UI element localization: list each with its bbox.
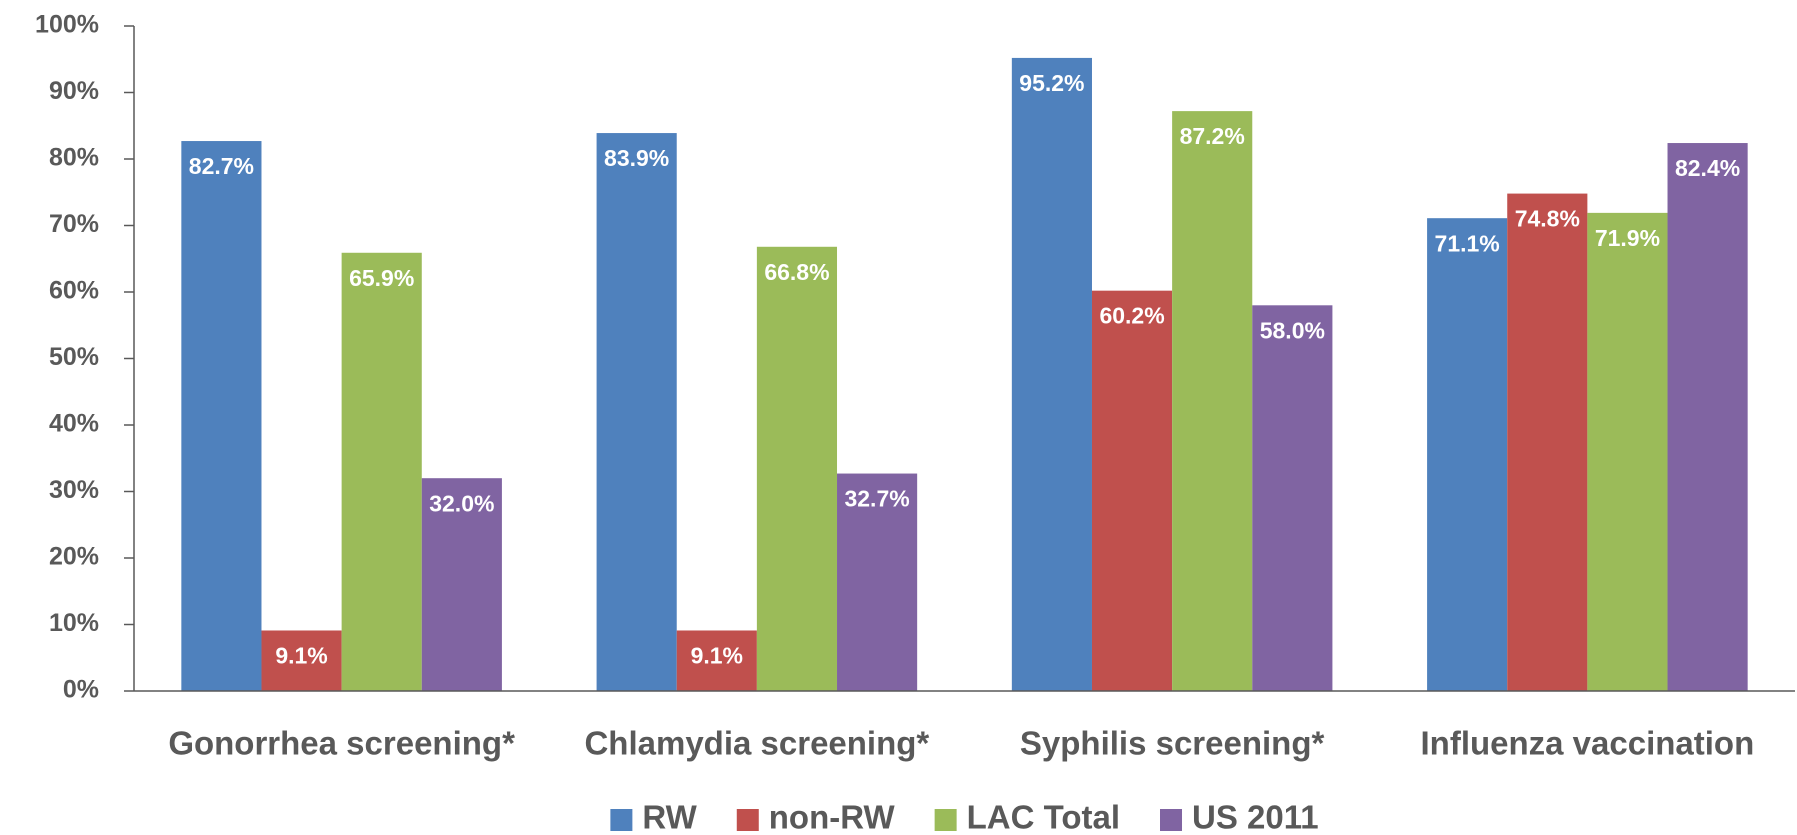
legend-label: LAC Total [967,799,1120,835]
legend-swatch [934,809,957,831]
bar [1252,305,1333,691]
y-tick-label: 40% [49,410,99,438]
x-tick-label: Syphilis screening* [1020,725,1325,762]
value-label: 95.2% [1019,70,1084,96]
bar [1427,218,1508,691]
value-label: 82.7% [189,153,254,179]
y-tick-label: 60% [49,277,99,305]
bar [756,246,838,691]
value-label: 9.1% [691,643,743,669]
bar [261,630,342,691]
y-tick-label: 0% [63,676,99,704]
y-tick-label: 20% [49,543,99,571]
x-tick-label: Influenza vaccination [1421,725,1755,762]
legend-swatch [610,809,633,831]
x-tick-label: Chlamydia screening* [584,725,929,762]
value-label: 9.1% [275,643,327,669]
y-tick-label: 90% [49,77,99,105]
legend-label: RW [642,799,697,835]
value-label: 32.0% [429,490,494,516]
value-label: 71.1% [1435,230,1500,256]
legend-swatch [1160,809,1183,831]
value-label: 82.4% [1675,155,1740,181]
bar [596,133,677,691]
value-label: 71.9% [1595,225,1660,251]
value-label: 66.8% [764,259,829,285]
y-tick-label: 100% [35,11,99,39]
bar [1011,57,1092,692]
y-tick-label: 70% [49,210,99,238]
value-label: 60.2% [1099,303,1164,329]
value-label: 58.0% [1260,317,1325,343]
y-tick-label: 10% [49,609,99,637]
legend-label: non-RW [769,799,896,835]
legend-label: US 2011 [1192,799,1319,835]
bar [1507,193,1588,691]
bar [421,478,502,691]
value-label: 65.9% [349,265,414,291]
bar [1587,212,1668,692]
bar [341,252,422,691]
legend-swatch [736,809,759,831]
bar [676,630,757,691]
x-tick-label: Gonorrhea screening* [168,725,515,762]
bar [837,473,918,691]
bar [1172,111,1253,692]
value-label: 87.2% [1180,123,1245,149]
value-label: 83.9% [604,145,669,171]
y-tick-label: 50% [49,343,99,371]
value-label: 74.8% [1515,206,1580,232]
bar [1091,290,1173,691]
y-tick-label: 30% [49,476,99,504]
y-tick-label: 80% [49,144,99,172]
value-label: 32.7% [844,486,909,512]
bar [1667,143,1748,692]
bar [181,141,262,692]
